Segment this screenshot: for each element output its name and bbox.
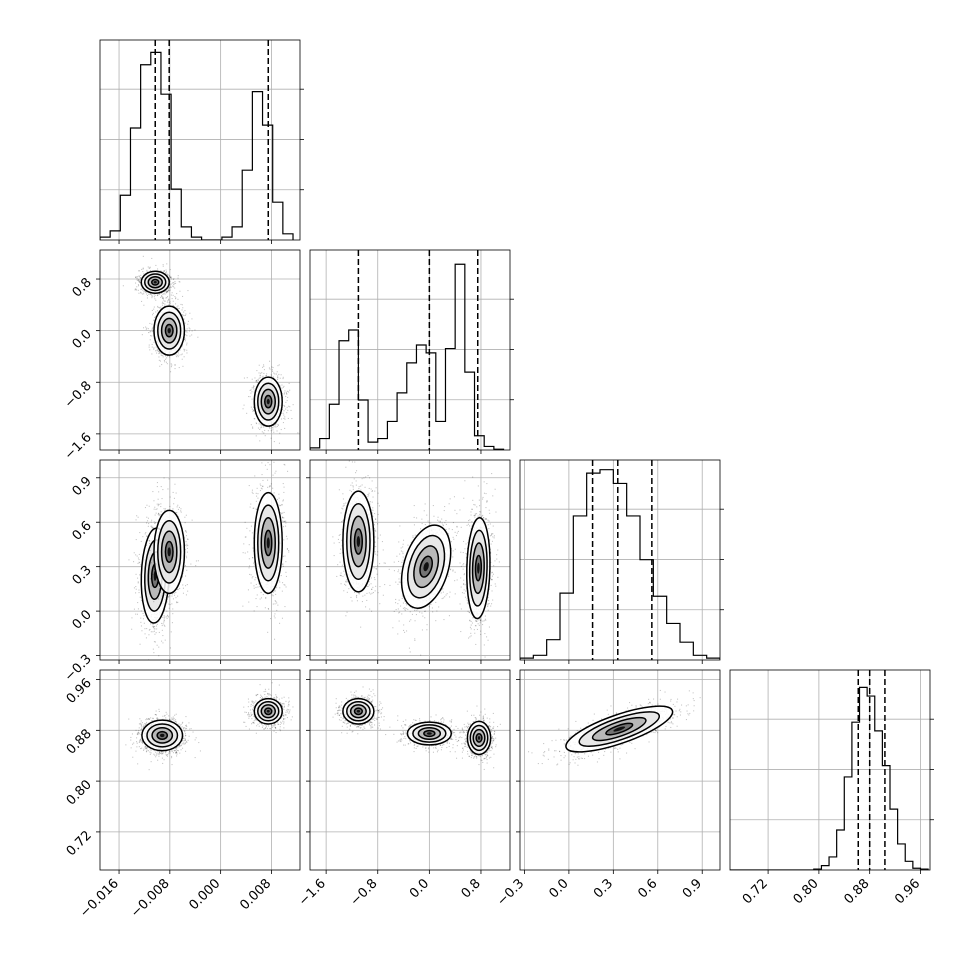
scatter-panel-2-3-plot-area — [520, 670, 720, 870]
scatter-panel-0-3-density-0 — [141, 719, 184, 752]
histogram-step-2 — [520, 469, 720, 660]
tick-label-x: −0.016 — [77, 876, 122, 921]
tick-label-x: 0.96 — [892, 876, 923, 907]
tick-label-x: 0.88 — [841, 876, 872, 907]
panel-frame — [519, 669, 721, 871]
scatter-panel-1-2-peak-1 — [423, 562, 429, 572]
scatter-panel-0-3-plot-area — [100, 670, 300, 870]
histogram-step-0 — [100, 51, 294, 240]
scatter-panel-0-3-density-1 — [253, 697, 283, 725]
histogram-panel-1 — [309, 249, 514, 454]
tick-label-x: 0.3 — [591, 876, 616, 901]
histogram-panel-2-plot-area — [520, 460, 720, 660]
scatter-panel-0-1-plot-area — [100, 250, 300, 450]
scatter-panel-1-2-peak-2 — [477, 562, 480, 574]
tick-label-x: 0.80 — [791, 876, 822, 907]
scatter-panel-1-3-density-1 — [406, 721, 453, 746]
scatter-panel-1-3: −1.6 −0.8 0.0 0.8 — [296, 669, 511, 909]
scatter-panel-2-3: −0.3 0.0 0.3 0.6 0.9 — [494, 669, 721, 909]
scatter-panel-1-3-peak-1 — [426, 732, 432, 735]
scatter-panel-0-1-density-2 — [253, 376, 283, 427]
tick-label-y: 0.88 — [64, 727, 95, 758]
panel-frame — [729, 669, 931, 871]
scatter-panel-0-1-peak-0 — [153, 281, 157, 284]
scatter-panel-0-1: −1.6 −0.8 0.0 0.8 — [62, 249, 301, 463]
tick-label-x: 0.72 — [740, 876, 771, 907]
tick-label-y: −0.3 — [62, 652, 95, 685]
panel-frame — [309, 669, 511, 871]
tick-label-x: 0.008 — [237, 876, 274, 913]
scatter-panel-0-2-density-1 — [153, 509, 186, 595]
scatter-panel-0-1-density-0 — [140, 270, 170, 294]
scatter-panel-0-2-density-2 — [253, 491, 283, 595]
panel-frame — [309, 459, 511, 661]
tick-label-x: −0.3 — [494, 876, 527, 909]
histogram-panel-1-plot-area — [310, 250, 510, 450]
histogram-step-3 — [730, 686, 929, 870]
scatter-panel-1-2-density-1 — [400, 524, 452, 609]
scatter-panel-1-2 — [306, 459, 511, 664]
panel-frame — [99, 39, 301, 241]
tick-label-x: 0.6 — [635, 876, 660, 901]
panel-frame — [99, 459, 301, 661]
tick-label-y: −0.8 — [62, 378, 95, 411]
scatter-panel-1-2-density-2 — [466, 517, 491, 620]
tick-label-x: 0.0 — [546, 876, 571, 901]
tick-label-y: 0.72 — [64, 828, 95, 859]
tick-label-y: 0.80 — [64, 777, 95, 808]
tick-label-y: 0.3 — [70, 563, 95, 588]
scatter-panel-1-2-plot-area — [310, 460, 510, 660]
tick-label-y: 0.9 — [70, 474, 95, 499]
scatter-panel-0-2-plot-area — [100, 460, 300, 660]
scatter-panel-0-3-peak-1 — [266, 709, 270, 713]
tick-label-x: −0.8 — [348, 876, 381, 909]
histogram-panel-0-plot-area — [100, 40, 300, 240]
histogram-panel-0 — [99, 39, 304, 244]
tick-label-y: 0.0 — [70, 607, 95, 632]
panel-frame — [99, 249, 301, 451]
scatter-panel-0-2-peak-1 — [167, 547, 171, 557]
tick-label-y: 0.8 — [70, 275, 95, 300]
scatter-panel-2-3-density-0 — [565, 705, 674, 753]
scatter-panel-0-2: −0.3 0.0 0.3 0.6 0.9 — [62, 459, 301, 685]
scatter-panel-1-3-density-0 — [342, 697, 375, 725]
tick-label-x: 0.9 — [680, 876, 705, 901]
scatter-panel-1-3-peak-2 — [477, 736, 481, 740]
tick-label-x: 0.0 — [407, 876, 432, 901]
histogram-panel-2 — [519, 459, 724, 664]
scatter-panel-2-3-peak-0 — [613, 726, 626, 732]
histogram-panel-3: 0.72 0.80 0.88 0.96 — [729, 669, 934, 907]
scatter-panel-1-3-peak-0 — [356, 709, 361, 713]
scatter-panel-1-3-plot-area — [310, 670, 510, 870]
panel-frame — [99, 669, 301, 871]
tick-label-y: 0.0 — [70, 327, 95, 352]
scatter-panel-1-2-peak-0 — [356, 535, 361, 548]
tick-label-x: 0.000 — [187, 876, 224, 913]
tick-label-x: −1.6 — [296, 876, 329, 909]
scatter-panel-0-1-peak-1 — [167, 327, 171, 334]
tick-label-x: −0.008 — [128, 876, 173, 921]
scatter-panel-0-2-peak-2 — [266, 537, 270, 549]
tick-label-x: 0.8 — [459, 876, 484, 901]
panel-frame — [519, 459, 721, 661]
scatter-panel-0-3-peak-0 — [159, 733, 165, 738]
scatter-panel-1-2-density-0 — [342, 490, 375, 593]
panel-frame — [309, 249, 511, 451]
tick-label-y: 0.6 — [70, 518, 95, 543]
histogram-panel-3-plot-area — [730, 670, 930, 870]
scatter-panel-0-1-peak-2 — [266, 398, 270, 405]
tick-label-y: −1.6 — [62, 430, 95, 463]
scatter-panel-1-3-density-2 — [466, 720, 492, 756]
histogram-step-1 — [310, 263, 505, 450]
scatter-panel-0-1-density-1 — [153, 305, 186, 356]
